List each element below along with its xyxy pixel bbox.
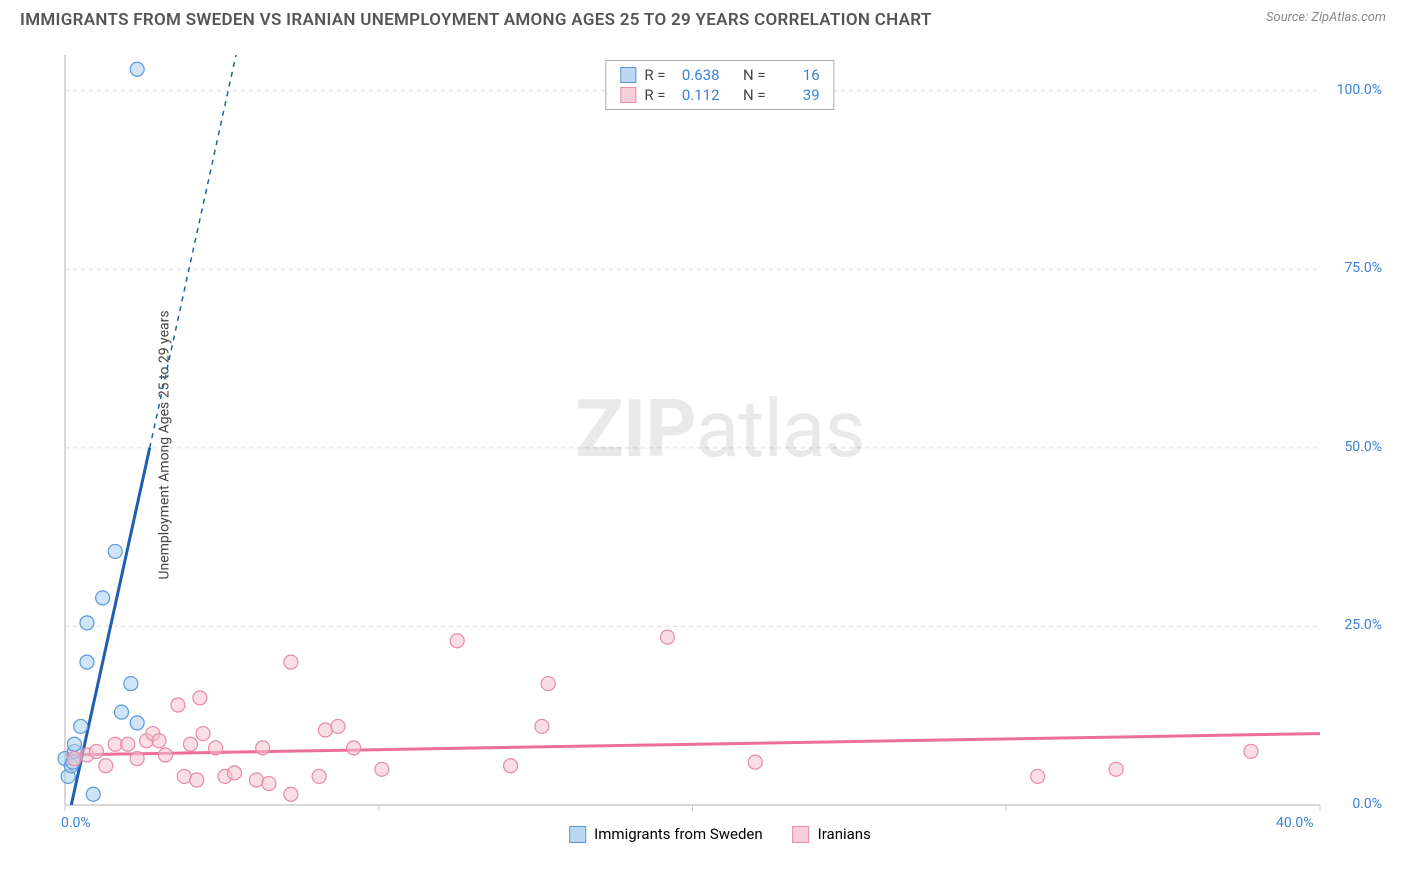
r-value-iranians: 0.112 — [674, 86, 720, 104]
y-tick-label: 75.0% — [1344, 260, 1382, 276]
stats-row-iranians: R = 0.112 N = 39 — [620, 85, 819, 105]
stats-legend: R = 0.638 N = 16 R = 0.112 N = 39 — [605, 60, 834, 110]
bottom-legend: Immigrants from Sweden Iranians — [569, 825, 871, 843]
swatch-sweden — [620, 67, 636, 83]
x-tick-label: 40.0% — [1276, 815, 1314, 831]
swatch-iranians — [620, 87, 636, 103]
chart-title: IMMIGRANTS FROM SWEDEN VS IRANIAN UNEMPL… — [20, 10, 932, 30]
scatter-plot — [50, 45, 1390, 845]
legend-swatch-sweden — [569, 826, 586, 843]
legend-swatch-iranians — [793, 826, 810, 843]
r-label: R = — [644, 86, 665, 104]
legend-item-sweden: Immigrants from Sweden — [569, 825, 762, 843]
legend-label-sweden: Immigrants from Sweden — [594, 825, 762, 843]
chart-area: Unemployment Among Ages 25 to 29 years Z… — [50, 45, 1390, 845]
legend-item-iranians: Iranians — [793, 825, 871, 843]
n-value-iranians: 39 — [774, 86, 820, 104]
y-tick-label: 100.0% — [1337, 82, 1382, 98]
n-label: N = — [743, 66, 766, 84]
n-label: N = — [743, 86, 766, 104]
x-tick-label: 0.0% — [61, 815, 91, 831]
stats-row-sweden: R = 0.638 N = 16 — [620, 65, 819, 85]
y-tick-label: 50.0% — [1344, 439, 1382, 455]
y-tick-label: 0.0% — [1352, 796, 1382, 812]
y-tick-label: 25.0% — [1344, 617, 1382, 633]
legend-label-iranians: Iranians — [818, 825, 871, 843]
r-label: R = — [644, 66, 665, 84]
source-attribution: Source: ZipAtlas.com — [1266, 10, 1386, 25]
n-value-sweden: 16 — [774, 66, 820, 84]
r-value-sweden: 0.638 — [674, 66, 720, 84]
